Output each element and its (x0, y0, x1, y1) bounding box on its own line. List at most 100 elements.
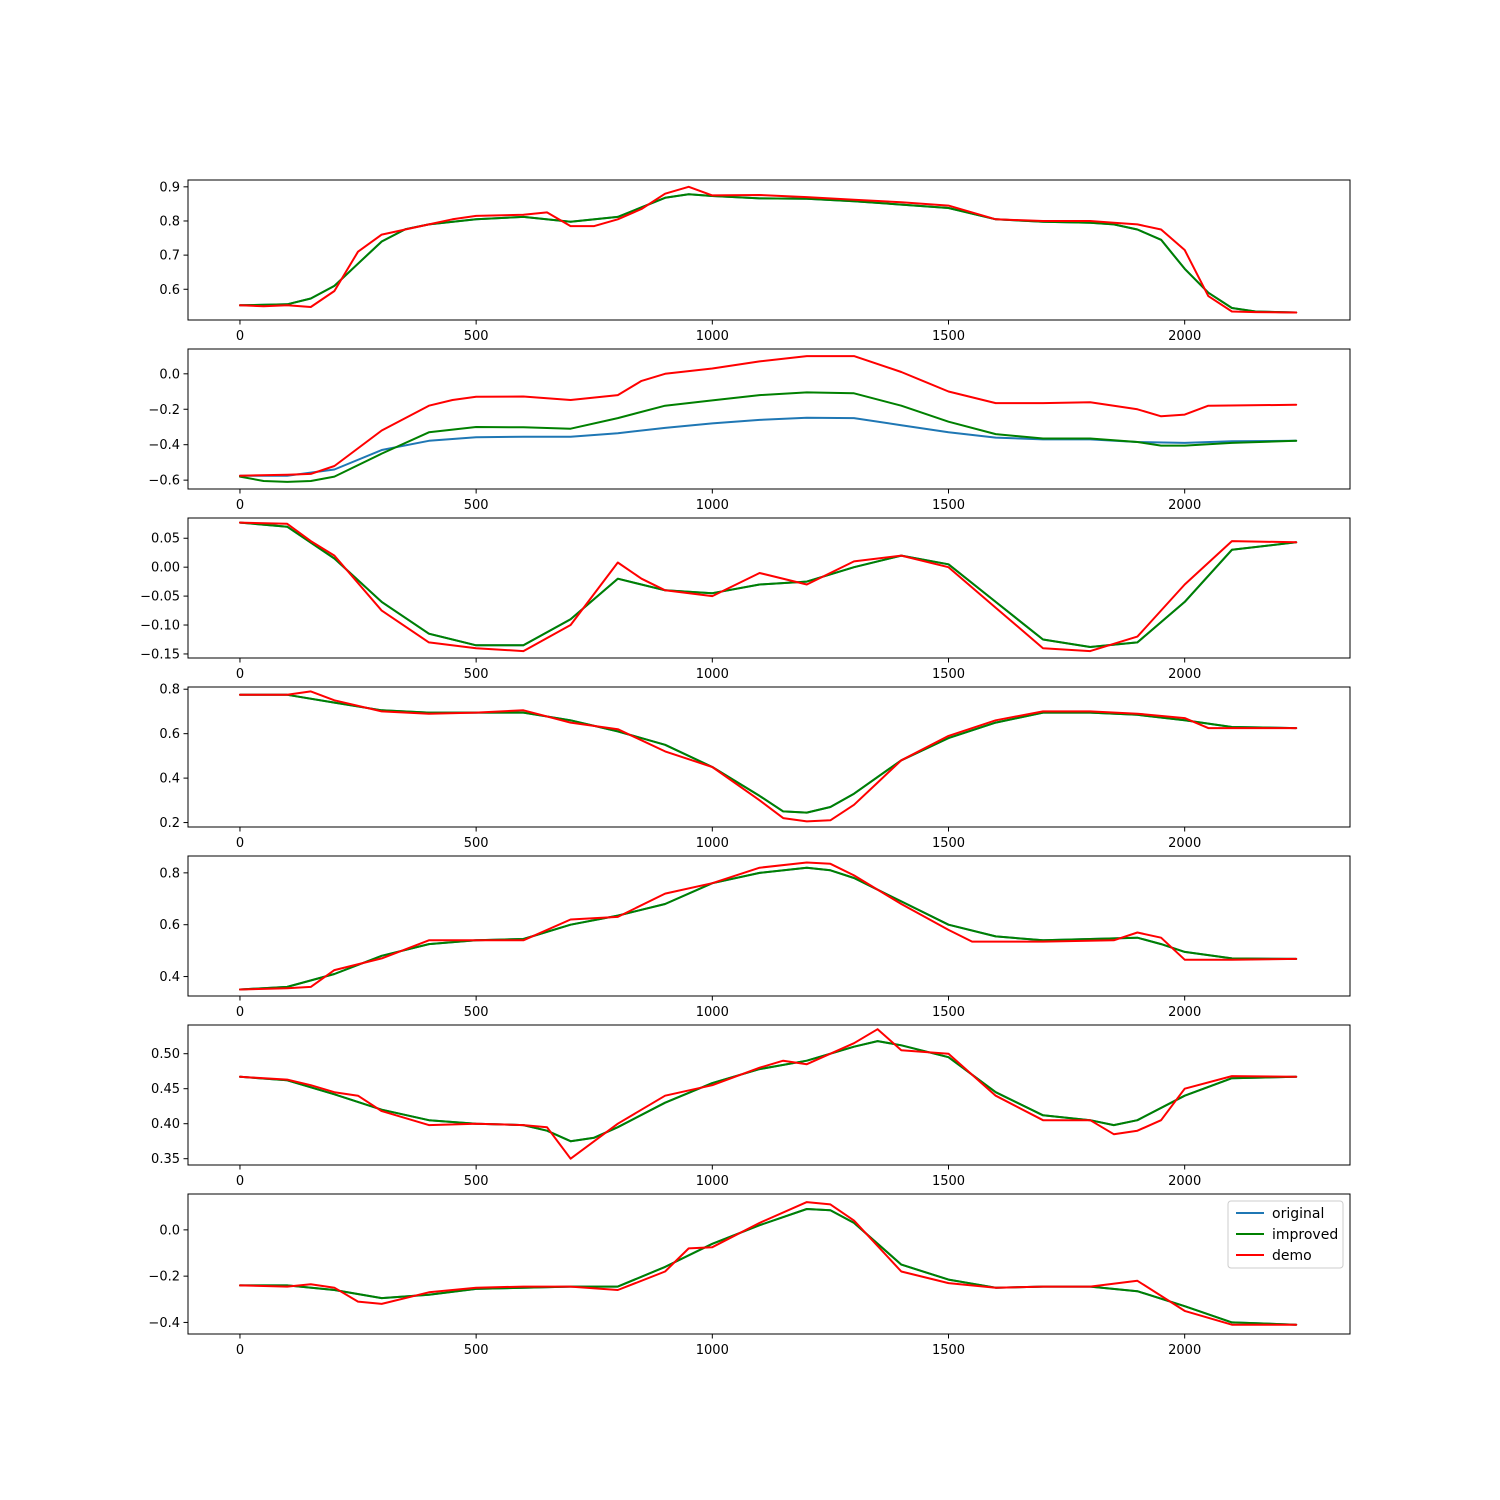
x-tick-label: 1500 (932, 667, 965, 682)
x-tick-label: 0 (236, 1343, 244, 1358)
x-tick-label: 1000 (696, 1343, 729, 1358)
series-line-improved (239, 1040, 1298, 1143)
y-tick-label: 0.2 (159, 816, 180, 831)
x-tick-label: 500 (464, 667, 489, 682)
y-tick-label: 0.05 (151, 532, 180, 547)
axes-frame (187, 1024, 1351, 1166)
y-tick-label: 0.50 (151, 1047, 180, 1062)
x-tick-label: 1000 (696, 329, 729, 344)
series-group (239, 521, 1298, 653)
x-tick-label: 500 (464, 1343, 489, 1358)
y-tick-label: −0.4 (148, 1316, 180, 1331)
x-tick-label: 2000 (1168, 836, 1201, 851)
series-line-improved (239, 391, 1298, 483)
y-tick-label: 0.40 (151, 1117, 180, 1132)
x-tick-label: 0 (236, 836, 244, 851)
axes-frame (187, 686, 1351, 828)
legend-label-improved: improved (1272, 1227, 1338, 1243)
subplot-4: 0 500 1000 1500 2000 0.2 0.4 0.6 0.8 (159, 683, 1351, 851)
y-tick-label: 0.4 (159, 772, 180, 787)
y-tick-label: 0.00 (151, 561, 180, 576)
legend-label-original: original (1272, 1206, 1324, 1222)
y-tick-label: 0.8 (159, 866, 180, 881)
series-line-original (239, 193, 1298, 314)
legend-box (1227, 1200, 1344, 1269)
x-tick-label: 2000 (1168, 667, 1201, 682)
subplot-1: 0 500 1000 1500 2000 0.6 0.7 0.8 0.9 (159, 179, 1351, 344)
legend: original improved demo (1227, 1200, 1344, 1269)
x-tick-label: 500 (464, 1174, 489, 1189)
x-tick-label: 500 (464, 498, 489, 513)
subplot-6: 0 500 1000 1500 2000 0.35 0.40 0.45 0.50 (151, 1024, 1351, 1189)
y-tick-label: 0.6 (159, 727, 180, 742)
x-tick-label: 2000 (1168, 329, 1201, 344)
x-tick-label: 1500 (932, 329, 965, 344)
x-tick-label: 2000 (1168, 1343, 1201, 1358)
series-line-demo (239, 690, 1298, 823)
x-tick-label: 0 (236, 1005, 244, 1020)
y-tick-label: 0.0 (159, 1223, 180, 1238)
y-tick-label: 0.6 (159, 918, 180, 933)
series-group (239, 861, 1298, 991)
x-tick-label: 1000 (696, 1174, 729, 1189)
y-tick-label: 0.0 (159, 367, 180, 382)
y-tick-label: 0.9 (159, 180, 180, 195)
series-line-improved (239, 193, 1298, 314)
series-group (239, 185, 1298, 314)
x-tick-label: 1500 (932, 836, 965, 851)
axes-frame (187, 1193, 1351, 1335)
series-line-original (239, 1208, 1298, 1326)
y-tick-label: −0.6 (148, 474, 180, 489)
subplot-3: 0 500 1000 1500 2000 −0.15 −0.10 −0.05 0.00 0.05 (140, 517, 1351, 682)
axes-frame (187, 517, 1351, 659)
x-tick-label: 500 (464, 836, 489, 851)
series-group (239, 1201, 1298, 1326)
y-tick-label: −0.2 (148, 403, 180, 418)
x-tick-label: 1000 (696, 836, 729, 851)
series-line-demo (239, 861, 1298, 991)
y-tick-label: −0.15 (140, 647, 180, 662)
series-line-improved (239, 693, 1298, 814)
y-tick-label: 0.7 (159, 249, 180, 264)
x-tick-label: 2000 (1168, 1174, 1201, 1189)
y-tick-label: 0.35 (151, 1152, 180, 1167)
x-tick-label: 2000 (1168, 498, 1201, 513)
series-line-demo (239, 1201, 1298, 1326)
series-line-demo (239, 521, 1298, 653)
y-tick-label: 0.4 (159, 970, 180, 985)
x-tick-label: 2000 (1168, 1005, 1201, 1020)
x-tick-label: 500 (464, 1005, 489, 1020)
subplot-2: 0 500 1000 1500 2000 −0.6 −0.4 −0.2 0.0 (148, 348, 1351, 513)
x-tick-label: 1000 (696, 498, 729, 513)
x-tick-label: 500 (464, 329, 489, 344)
x-tick-label: 1500 (932, 1174, 965, 1189)
y-tick-label: 0.6 (159, 283, 180, 298)
x-tick-label: 0 (236, 329, 244, 344)
x-tick-label: 1500 (932, 498, 965, 513)
series-group (239, 355, 1298, 483)
series-line-improved (239, 521, 1298, 648)
y-tick-label: 0.8 (159, 683, 180, 698)
x-tick-label: 0 (236, 498, 244, 513)
y-tick-label: −0.4 (148, 438, 180, 453)
series-line-demo (239, 355, 1298, 477)
series-line-demo (239, 1028, 1298, 1160)
y-tick-label: −0.2 (148, 1270, 180, 1285)
series-group (239, 1028, 1298, 1160)
series-line-demo (239, 185, 1298, 314)
axes-frame (187, 179, 1351, 321)
x-tick-label: 0 (236, 1174, 244, 1189)
y-tick-label: 0.45 (151, 1082, 180, 1097)
x-tick-label: 0 (236, 667, 244, 682)
subplot-5: 0 500 1000 1500 2000 0.4 0.6 0.8 (159, 855, 1351, 1020)
y-tick-label: −0.05 (140, 590, 180, 605)
legend-label-demo: demo (1272, 1248, 1312, 1264)
x-tick-label: 1500 (932, 1343, 965, 1358)
axes-frame (187, 348, 1351, 490)
y-tick-label: 0.8 (159, 214, 180, 229)
series-line-improved (239, 1208, 1298, 1326)
x-tick-label: 1500 (932, 1005, 965, 1020)
axes-frame (187, 855, 1351, 997)
subplot-7: 0 500 1000 1500 2000 −0.4 −0.2 0.0 (148, 1193, 1351, 1358)
